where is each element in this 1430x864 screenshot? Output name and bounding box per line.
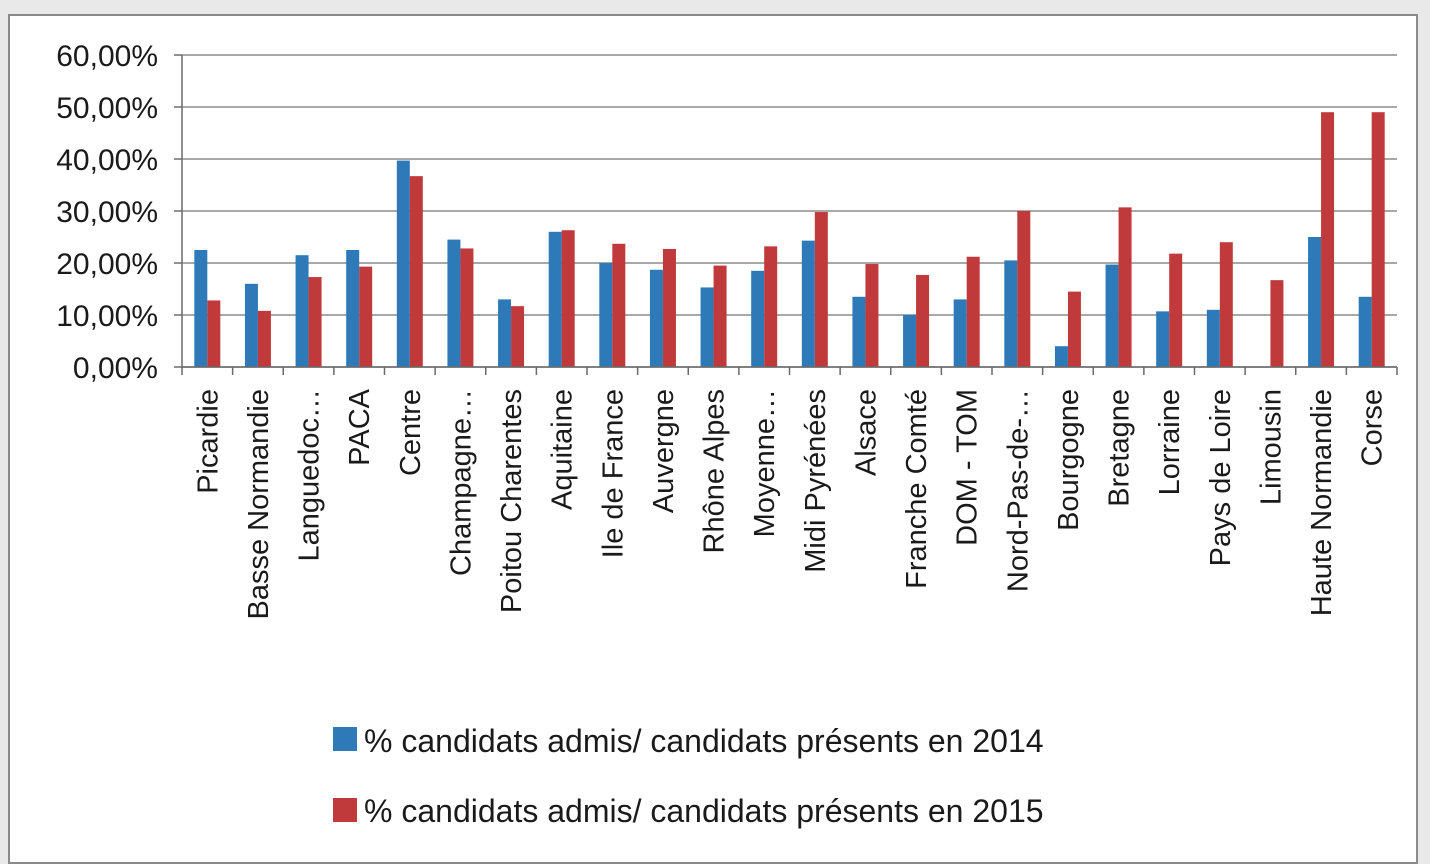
y-axis: 0,00% 10,00% 20,00% 30,00% 40,00% 50,00% 60,00… (56, 40, 183, 385)
x-tick-label: Bourgogne (1053, 389, 1085, 531)
bar-2015 (409, 176, 423, 367)
bar-2014 (801, 240, 815, 367)
bar-2014 (903, 315, 917, 367)
x-tick-label: Picardie (192, 389, 224, 494)
x-tick-label: Moyenne… (749, 389, 781, 537)
x-tick-label: Midi Pyrénées (800, 389, 832, 573)
bar-2014 (1004, 260, 1018, 367)
bar-2015 (308, 277, 322, 367)
bar-2015 (814, 212, 828, 367)
bars (194, 112, 1385, 367)
bar-2015 (764, 246, 778, 367)
x-tick-label: Haute Normandie (1306, 389, 1338, 616)
bar-2014 (649, 269, 663, 367)
x-tick-label: Centre (395, 389, 427, 476)
bar-2014 (1054, 346, 1068, 367)
bar-2015 (1169, 253, 1183, 367)
legend-label-2015: % candidats admis/ candidats présents en… (364, 793, 1044, 829)
bar-2015 (966, 256, 980, 367)
bar-2015 (865, 264, 879, 367)
x-tick-label: Languedoc… (294, 389, 326, 562)
y-tick-label: 10,00% (56, 300, 158, 333)
y-tick-label: 60,00% (56, 40, 158, 73)
bar-2014 (346, 250, 360, 367)
x-tick-label: DOM - TOM (952, 389, 984, 546)
bar-2014 (751, 270, 765, 367)
bar-2014 (852, 296, 866, 367)
bar-2014 (1206, 309, 1220, 367)
bar-2015 (713, 265, 727, 367)
y-tick-label: 0,00% (73, 352, 158, 385)
bar-2015 (1067, 291, 1081, 367)
x-tick-label: Poitou Charentes (496, 389, 528, 613)
bar-2014 (700, 287, 714, 367)
bar-2015 (916, 274, 930, 367)
bar-2014 (1358, 296, 1372, 367)
bar-2014 (548, 231, 562, 367)
x-tick-label: Bretagne (1104, 389, 1136, 507)
bar-2015 (612, 243, 626, 367)
bar-2014 (1308, 237, 1322, 367)
bar-2015 (1017, 211, 1031, 367)
bar-2015 (257, 310, 271, 367)
bar-2014 (447, 239, 461, 367)
legend-swatch-2015 (333, 798, 357, 822)
bar-2014 (295, 255, 309, 367)
bar-2014 (244, 283, 258, 367)
x-tick-label: Alsace (850, 389, 882, 476)
x-tick-label: Basse Normandie (243, 389, 275, 620)
x-tick-label: Nord-Pas-de-… (1002, 389, 1034, 592)
x-tick-label: Limousin (1255, 389, 1287, 505)
bar-2014 (953, 299, 967, 367)
bar-2014 (1156, 311, 1170, 367)
legend-swatch-2014 (333, 727, 357, 751)
bar-2014 (396, 160, 410, 367)
y-tick-label: 40,00% (56, 144, 158, 177)
bar-2014 (498, 299, 512, 367)
x-tick-label: Auvergne (648, 389, 680, 513)
bar-2015 (359, 266, 373, 367)
legend-label-2014: % candidats admis/ candidats présents en… (364, 723, 1044, 759)
bar-2014 (1105, 264, 1119, 367)
y-tick-label: 50,00% (56, 92, 158, 125)
bar-2014 (194, 250, 208, 367)
x-tick-label: Ile de France (597, 389, 629, 558)
bar-2015 (561, 230, 575, 367)
x-axis: Picardie Basse Normandie Languedoc… PACA Cen… (181, 366, 1398, 620)
x-tick-label: Lorraine (1154, 389, 1186, 495)
x-tick-label: Rhône Alpes (699, 389, 731, 553)
bar-2015 (1219, 242, 1233, 367)
x-tick-label: Corse (1357, 389, 1389, 466)
bar-2015 (1371, 112, 1385, 367)
bar-2015 (662, 248, 676, 367)
bar-2015 (1270, 280, 1284, 367)
x-tick-label: Champagne… (445, 389, 477, 576)
x-tick-label: Aquitaine (547, 389, 579, 510)
bar-2015 (511, 306, 525, 367)
bar-2015 (1118, 207, 1132, 367)
bar-2014 (599, 263, 613, 367)
bar-2015 (1321, 112, 1335, 367)
bar-2015 (460, 248, 474, 367)
legend: % candidats admis/ candidats présents en… (333, 723, 1044, 829)
y-tick-label: 20,00% (56, 248, 158, 281)
x-tick-label: PACA (344, 388, 376, 465)
x-tick-label: Franche Comté (901, 389, 933, 589)
x-tick-label: Pays de Loire (1205, 389, 1237, 566)
bar-2015 (207, 300, 221, 367)
y-tick-label: 30,00% (56, 196, 158, 229)
chart-frame (8, 14, 1418, 864)
